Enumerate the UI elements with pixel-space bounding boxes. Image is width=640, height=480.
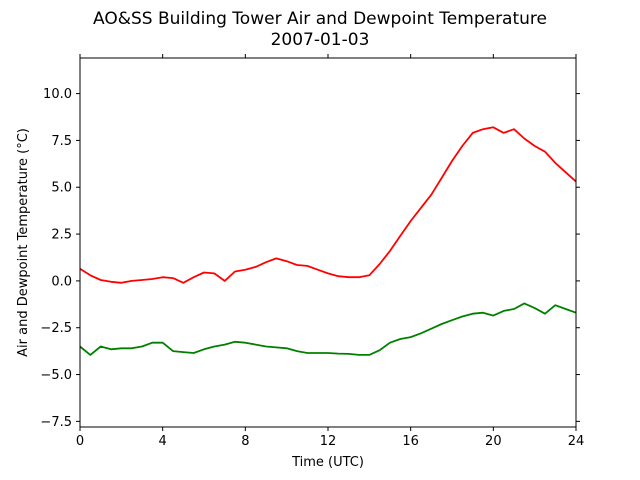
y-tick-label: −5.0 <box>40 368 72 383</box>
y-tick-label: −7.5 <box>40 415 72 430</box>
x-tick-label: 0 <box>76 434 84 449</box>
y-tick-label: 0.0 <box>51 274 72 289</box>
x-tick-label: 4 <box>159 434 167 449</box>
chart-subtitle: 2007-01-03 <box>271 30 370 50</box>
chart-title: AO&SS Building Tower Air and Dewpoint Te… <box>93 9 547 29</box>
series-line-1 <box>79 126 577 284</box>
series-layer <box>79 126 577 356</box>
tick-layer: 0 4 8 12 16 20 24 −7.5 −5.0 −2.5 0.0 2.5 5.0 7.5 10.0 <box>40 54 584 449</box>
x-axis-label: Time (UTC) <box>291 455 364 470</box>
x-tick-label: 12 <box>320 434 337 449</box>
x-tick-label: 8 <box>241 434 249 449</box>
y-tick-label: 2.5 <box>51 228 72 243</box>
series-line-2 <box>79 302 577 356</box>
x-tick-label: 24 <box>568 434 585 449</box>
y-tick-label: −2.5 <box>40 321 72 336</box>
plot-frame <box>79 57 577 428</box>
y-tick-label: 10.0 <box>43 87 72 102</box>
y-tick-label: 7.5 <box>51 134 72 149</box>
x-tick-label: 16 <box>402 434 419 449</box>
x-tick-label: 20 <box>485 434 502 449</box>
y-axis-label: Air and Dewpoint Temperature (°C) <box>16 128 31 357</box>
y-tick-label: 5.0 <box>51 181 72 196</box>
